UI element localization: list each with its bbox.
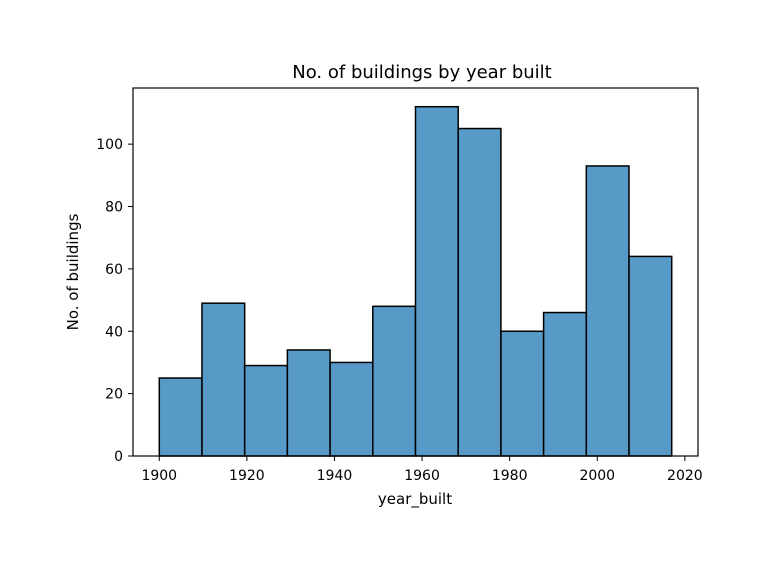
chart-title: No. of buildings by year built: [292, 62, 551, 83]
plot-frame: [132, 87, 699, 457]
x-tick-label: 2020: [667, 468, 703, 484]
histogram-bar: [201, 302, 246, 457]
y-axis-label: No. of buildings: [64, 213, 82, 330]
x-tick-label: 1960: [404, 468, 440, 484]
y-tick-label: 60: [105, 262, 123, 278]
histogram-bar: [372, 305, 417, 457]
y-tick-label: 40: [105, 324, 123, 340]
histogram-bar: [286, 349, 331, 457]
histogram-bar: [329, 361, 374, 457]
x-tick-label: 1940: [317, 468, 353, 484]
histogram-bar: [158, 377, 203, 457]
y-tick-label: 0: [114, 449, 123, 465]
histogram-bar: [414, 105, 459, 457]
y-tick-label: 100: [96, 137, 123, 153]
histogram-bar: [585, 165, 630, 457]
y-tick-label: 80: [105, 200, 123, 216]
x-axis-ticks: 1900 1920 1940 1960 1980 2000 2020: [141, 456, 703, 484]
x-tick-label: 1920: [229, 468, 265, 484]
histogram-bar: [542, 311, 588, 457]
x-tick-label: 1900: [141, 468, 177, 484]
histogram-bar: [628, 255, 673, 457]
x-tick-label: 2000: [579, 468, 615, 484]
bars-group: [158, 105, 673, 457]
histogram-bar: [500, 330, 545, 457]
y-axis-ticks: 0 20 40 60 80 100: [96, 137, 133, 465]
x-tick-label: 1980: [492, 468, 528, 484]
histogram-bar: [457, 127, 502, 457]
y-tick-label: 20: [105, 387, 123, 403]
x-axis-label: year_built: [378, 490, 452, 509]
histogram-bar: [243, 364, 289, 457]
